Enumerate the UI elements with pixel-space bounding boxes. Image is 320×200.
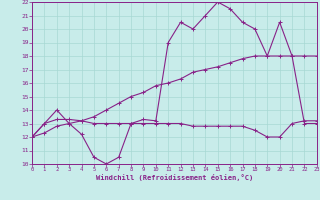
X-axis label: Windchill (Refroidissement éolien,°C): Windchill (Refroidissement éolien,°C): [96, 174, 253, 181]
